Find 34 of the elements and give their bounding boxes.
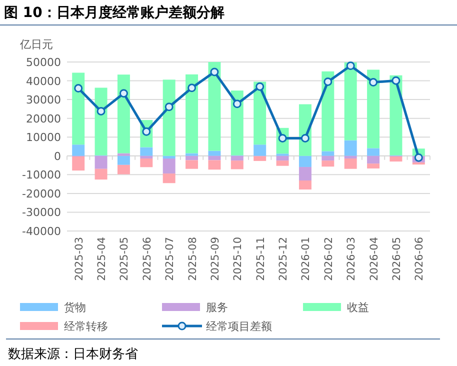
legend-label: 经常转移 <box>64 320 108 333</box>
x-tick-label: 2026-02 <box>322 237 335 281</box>
y-axis-title: 亿日元 <box>19 38 53 51</box>
x-tick-label: 2025-05 <box>118 237 131 281</box>
x-tick-label: 2025-03 <box>73 237 86 281</box>
y-tick-label: -40000 <box>22 225 61 238</box>
legend-label: 服务 <box>206 301 228 314</box>
y-tick-label: 30000 <box>26 94 61 107</box>
x-tick-label: 2025-06 <box>141 236 154 281</box>
x-tick-label: 2026-05 <box>390 237 403 281</box>
chart-title: 图 10：日本月度经常账户差额分解 <box>4 4 224 21</box>
y-tick-label: 10000 <box>26 131 61 144</box>
y-tick-label: 20000 <box>26 112 61 126</box>
legend-label: 经常项目差额 <box>206 320 272 333</box>
x-tick-label: 2026-01 <box>300 237 312 281</box>
y-tick-label: 40000 <box>26 74 61 88</box>
x-tick-label: 2026-06 <box>414 236 426 281</box>
source-note: 数据来源：日本财务省 <box>8 347 138 362</box>
x-tick-label: 2025-11 <box>254 237 267 281</box>
x-tick-label: 2025-09 <box>209 237 222 281</box>
y-tick-label: 0 <box>54 150 61 163</box>
legend-label: 货物 <box>64 301 86 314</box>
x-tick-label: 2026-04 <box>368 236 380 281</box>
x-tick-label: 2025-10 <box>232 237 244 281</box>
x-tick-label: 2026-03 <box>346 237 358 281</box>
x-tick-label: 2025-07 <box>164 237 176 281</box>
x-tick-label: 2025-12 <box>278 237 290 281</box>
x-tick-label: 2025-04 <box>96 236 108 281</box>
y-tick-label: -10000 <box>22 168 61 182</box>
x-tick-label: 2025-08 <box>186 237 199 281</box>
y-tick-label: -30000 <box>22 206 61 220</box>
legend-label: 收益 <box>347 301 369 314</box>
y-tick-label: 50000 <box>26 56 61 69</box>
y-tick-label: -20000 <box>22 187 61 200</box>
